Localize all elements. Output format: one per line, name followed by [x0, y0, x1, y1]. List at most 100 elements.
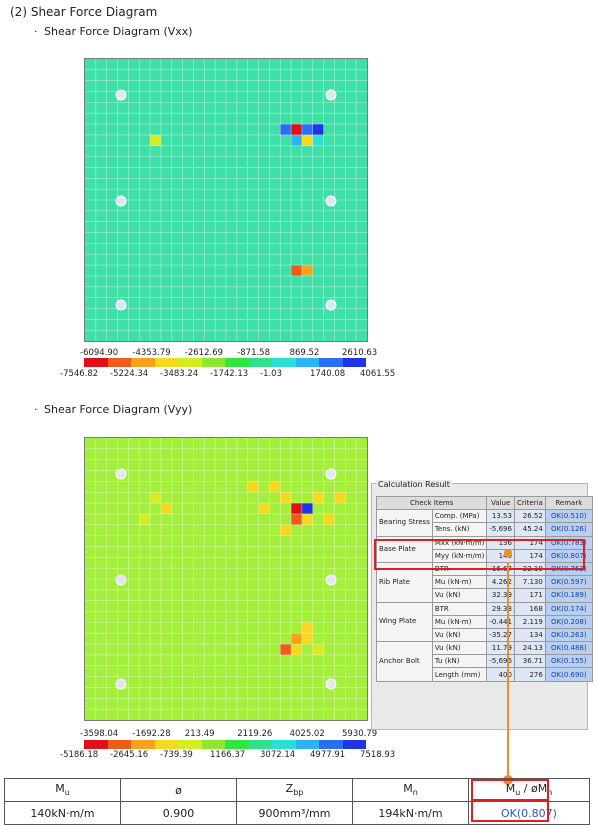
legend-bottom-label: 1740.08: [310, 369, 346, 379]
row-item: Length (mm): [431, 667, 488, 682]
mesh-hot-cell: [323, 513, 335, 525]
row-item: Mu (kN·m): [431, 614, 488, 629]
mesh-hot-cell: [258, 503, 270, 514]
mesh-hot-cell: [160, 503, 172, 514]
summary-table: Mu ø Zbp Mn Mu / øMn 140kN·m/m 0.900 900…: [4, 778, 590, 825]
table-row: Wing Plate BTR 29.33 168 OK(0.174): [376, 601, 593, 643]
table-row: Tens. (kN) -5,696 45.24 OK(0.126): [377, 522, 593, 537]
table-row: Anchor Bolt Vu (kN) 11.79 24.13 OK(0.488…: [376, 641, 593, 682]
row-item: Tens. (kN): [431, 522, 488, 537]
legend-bottom-label: 1166.37: [210, 750, 246, 760]
legend-bottom-label: 4061.55: [360, 369, 396, 379]
bullet-icon: ·: [34, 403, 38, 416]
table-row: Bearing Stress Comp. (MPa) 13.53 26.52 O…: [376, 509, 593, 537]
legend-swatch: [201, 740, 225, 749]
section-number: (2): [10, 5, 27, 19]
header-remark: Remark: [544, 495, 593, 511]
legend-bottom-label: -1742.13: [210, 369, 249, 379]
header-value: Value: [486, 495, 515, 511]
table-header-row: Check Items Value Criteria Remark: [375, 495, 593, 511]
vxx-legend-bottom-labels: -7546.82 -5224.34 -3483.24 -1742.13 -1.03 174…: [60, 369, 395, 379]
legend-swatch: [272, 740, 296, 749]
legend-swatch: [342, 358, 366, 367]
legend-swatch: [201, 358, 225, 367]
mesh-hot-cell: [301, 622, 313, 634]
bolt-hole-icon: [325, 299, 337, 311]
summary-header-ratio: Mu / øMn: [468, 778, 590, 802]
legend-swatch: [319, 740, 343, 749]
legend-top-label: 4025.02: [289, 729, 325, 739]
vxx-label: Shear Force Diagram (Vxx): [44, 25, 193, 38]
vyy-legend-top-labels: -3598.04 -1692.28 213.49 2119.26 4025.02 5930…: [80, 729, 377, 739]
row-remark: OK(0.690): [544, 667, 593, 682]
row-criteria: 24.13: [513, 641, 546, 656]
bolt-hole-icon: [115, 299, 127, 311]
row-value: 13.53: [486, 509, 515, 524]
mesh-hot-cell: [280, 124, 292, 135]
mesh-hot-cell: [301, 134, 313, 146]
mesh-hot-cell: [291, 134, 302, 146]
vxx-contour-plot: [84, 58, 368, 342]
mesh-hot-cell: [150, 492, 161, 504]
row-value: 32.39: [486, 588, 515, 603]
row-value: -35.27: [486, 627, 515, 643]
calculation-result-table: Check Items Value Criteria Remark Bearin…: [375, 495, 593, 682]
mesh-hot-cell: [247, 481, 259, 493]
legend-bottom-label: -5224.34: [110, 369, 149, 379]
base-plate-highlight: [374, 539, 585, 570]
row-item: Tu (kN): [431, 654, 488, 669]
mesh-hot-cell: [312, 134, 324, 146]
bolt-hole-icon: [115, 468, 127, 480]
legend-swatch: [225, 358, 249, 367]
legend-top-label: -6094.90: [80, 348, 119, 358]
row-criteria: 26.52: [513, 509, 546, 524]
vyy-legend-bottom-labels: -5186.18 -2645.16 -739.39 1166.37 3072.14 497…: [60, 750, 395, 760]
vyy-caption: · Shear Force Diagram (Vyy): [34, 403, 192, 416]
legend-swatch: [342, 740, 366, 749]
row-remark: OK(0.155): [544, 654, 593, 669]
legend-top-label: -2612.69: [184, 348, 224, 358]
row-remark: OK(0.208): [544, 614, 593, 629]
legend-bottom-label: 7518.93: [360, 750, 396, 760]
bolt-hole-icon: [115, 574, 127, 586]
mesh-hot-cell: [280, 524, 292, 536]
legend-top-label: -871.58: [237, 348, 270, 358]
mesh-hot-cell: [150, 134, 161, 146]
legend-bottom-label: -739.39: [160, 750, 193, 760]
mesh-hot-cell: [301, 513, 313, 525]
legend-top-label: 2119.26: [237, 729, 273, 739]
connector-line: [507, 562, 509, 778]
mesh-hot-cell: [280, 492, 292, 504]
bolt-hole-icon: [325, 195, 337, 207]
row-criteria: 45.24: [513, 522, 546, 537]
row-remark: OK(0.174): [544, 601, 593, 616]
mesh-hot-cell: [269, 481, 281, 493]
legend-swatch: [319, 358, 343, 367]
legend-swatch: [178, 740, 202, 749]
section-heading: (2) Shear Force Diagram: [10, 5, 157, 19]
legend-swatch: [131, 358, 155, 367]
legend-top-label: 5930.79: [342, 729, 378, 739]
legend-top-label: 869.52: [289, 348, 320, 358]
mesh-hot-cell: [291, 503, 302, 514]
bolt-hole-icon: [325, 89, 337, 101]
table-row: Vu (kN) 32.39 171 OK(0.189): [377, 588, 593, 603]
summary-ratio-text: OK(0.807): [501, 806, 557, 820]
vxx-mesh: [85, 59, 367, 341]
bolt-hole-icon: [115, 678, 127, 690]
row-value: 4.262: [486, 575, 515, 590]
legend-swatch: [272, 358, 296, 367]
legend-swatch: [84, 740, 108, 749]
table-row: Tu (kN) -5,696 36.71 OK(0.155): [377, 654, 593, 669]
mesh-hot-cell: [301, 503, 313, 514]
row-item: Comp. (MPa): [431, 509, 488, 524]
row-item: Myy (kN·m/m): [431, 548, 488, 563]
row-value: 29.33: [486, 601, 515, 616]
row-remark: OK(0.510): [544, 509, 593, 524]
mesh-hot-cell: [301, 124, 313, 135]
mesh-hot-cell: [301, 265, 313, 276]
group-anchor-bolt: Anchor Bolt: [376, 641, 433, 682]
summary-value-mn: 194kN·m/m: [352, 801, 469, 825]
row-value: -5,696: [486, 522, 515, 537]
summary-header-row: Mu ø Zbp Mn Mu / øMn: [4, 778, 590, 802]
